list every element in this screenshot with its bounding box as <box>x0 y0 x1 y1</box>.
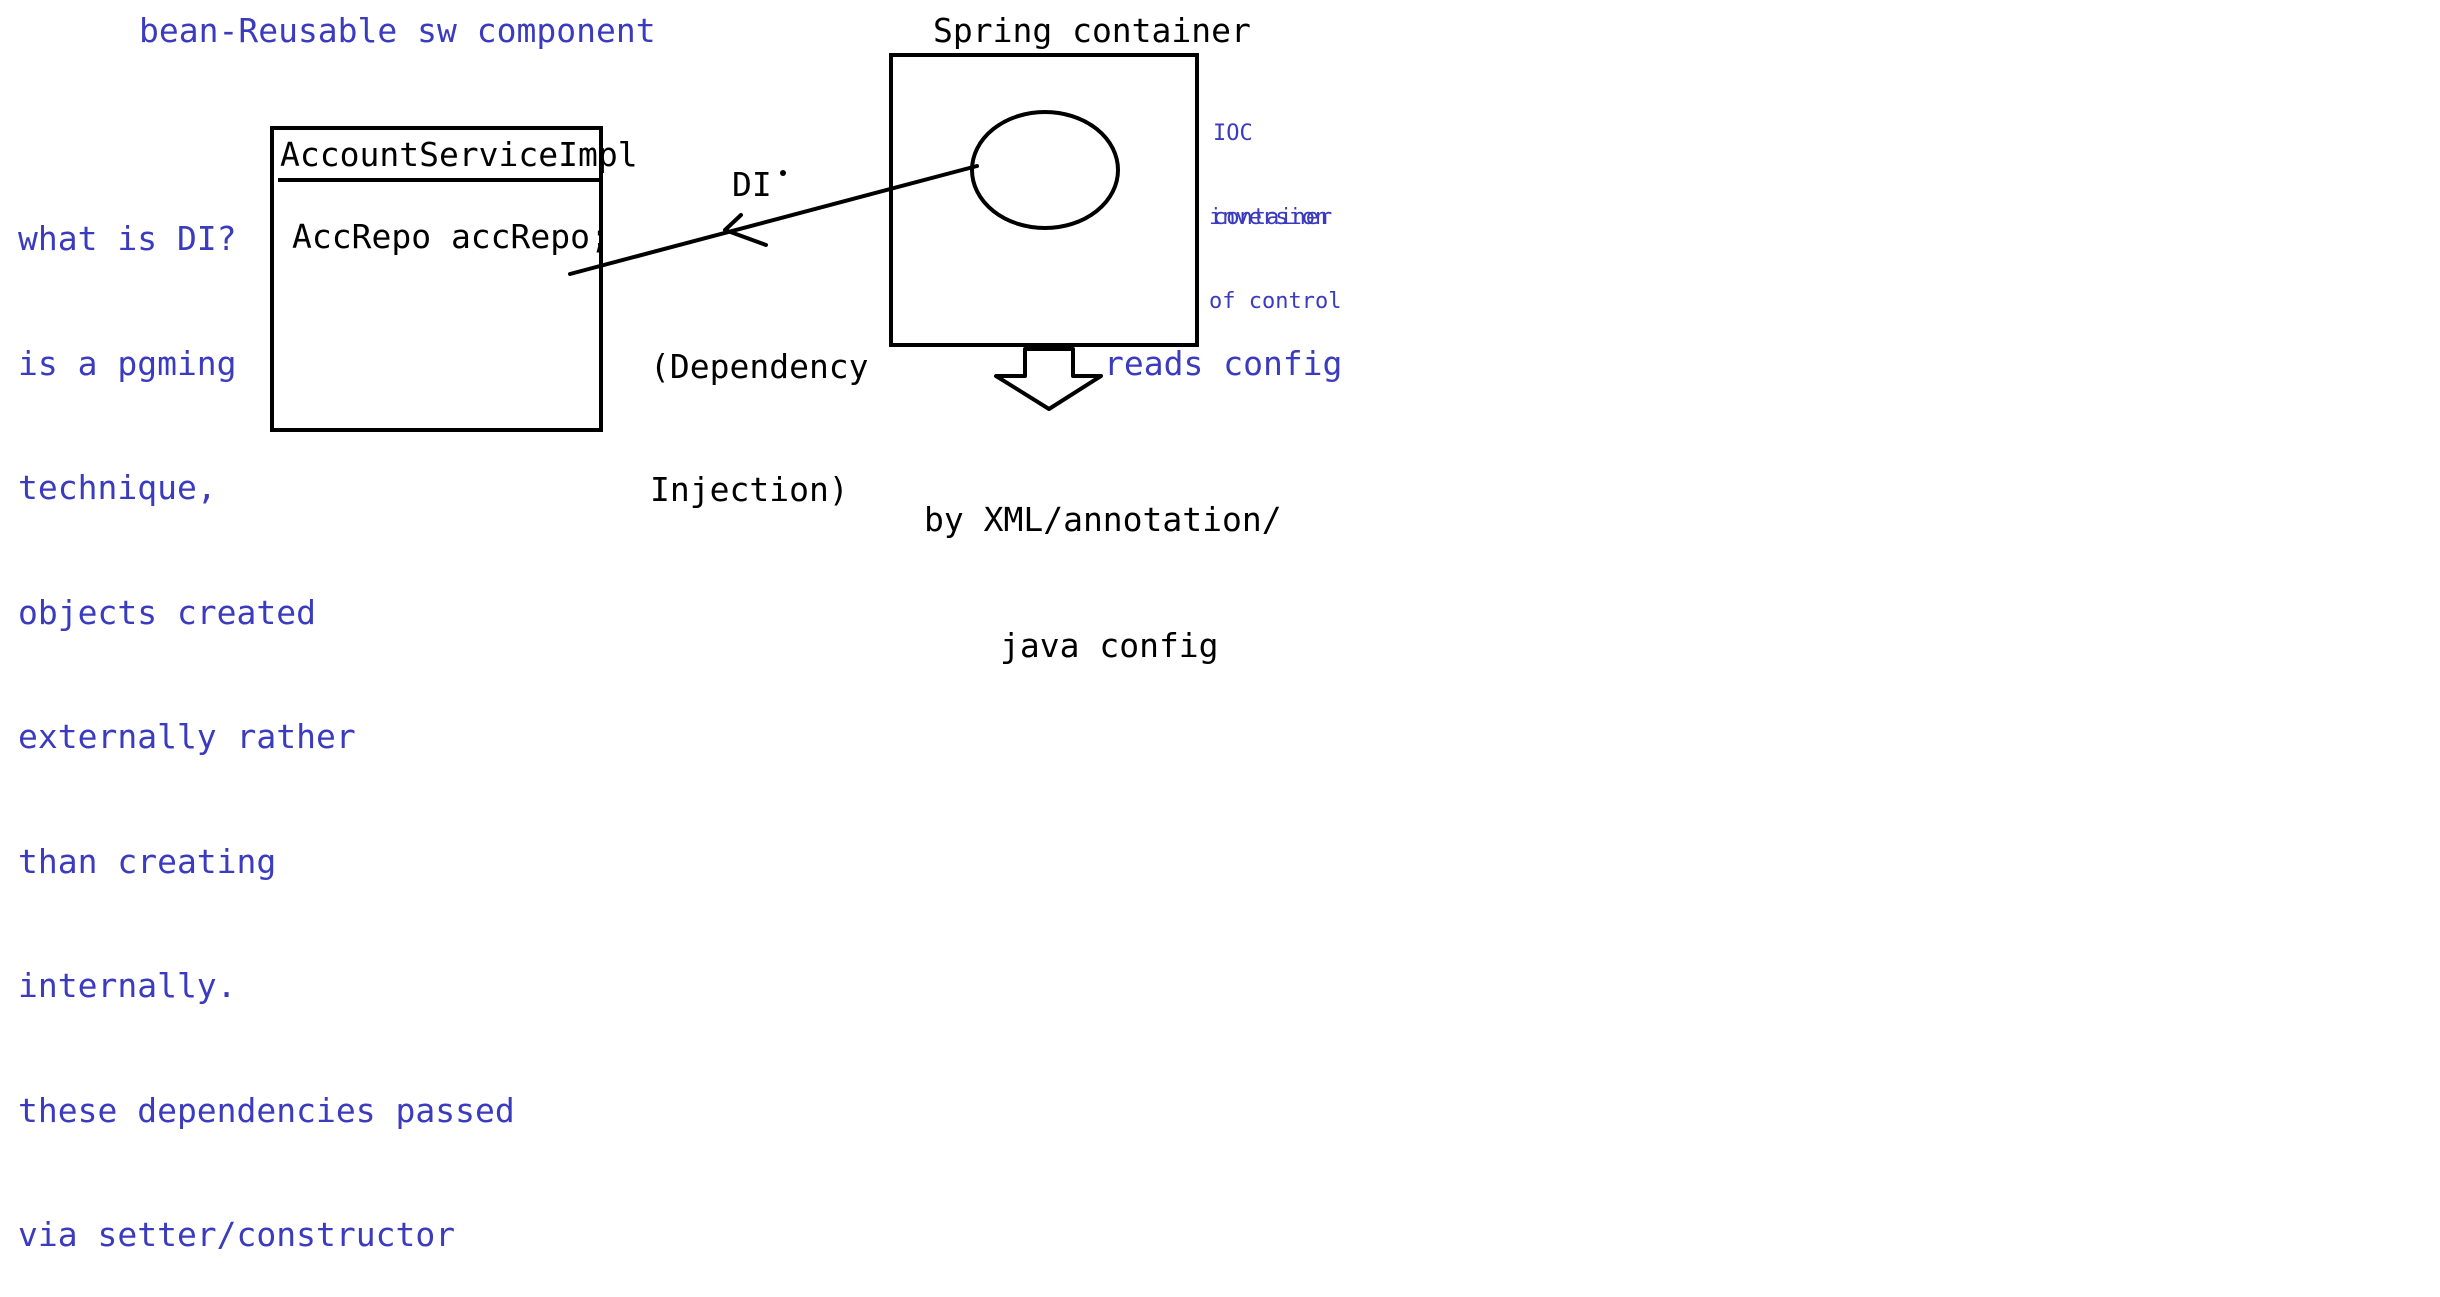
dependency-injection-line: (Dependency <box>650 347 869 386</box>
ioc-container-note: IOC container <box>1213 64 1332 260</box>
spring-container-box <box>889 53 1199 347</box>
reads-config-note: reads config <box>1104 344 1343 383</box>
account-service-impl-box <box>270 126 603 432</box>
inversion-note-line: of control <box>1209 289 1342 314</box>
di-note-line: externally rather <box>18 717 356 756</box>
di-note-line: via setter/constructor <box>18 1215 456 1254</box>
config-source-line: by XML/annotation/ <box>924 500 1282 539</box>
ioc-note-line: container <box>1213 205 1333 230</box>
bean-definition-note: bean-Reusable sw component <box>139 11 656 50</box>
di-note-line: internally. <box>18 966 237 1005</box>
di-note-line: what is DI? <box>18 219 237 258</box>
di-note-line: technique, <box>18 468 217 507</box>
dependency-injection-line: Injection) <box>650 470 849 509</box>
di-note-line: than creating <box>18 841 277 881</box>
di-dot-mark <box>780 170 786 176</box>
inversion-of-control-note: inversion of control <box>1209 148 1341 344</box>
class-box-divider <box>278 178 600 182</box>
diagram-drawings <box>568 110 1120 411</box>
reads-config-down-arrow <box>994 347 1103 411</box>
di-note-line: is a pgming <box>18 343 237 383</box>
dependency-injection-label: (Dependency Injection) <box>650 264 869 551</box>
injection-arrow-line <box>568 164 979 276</box>
bean-object-ellipse <box>970 110 1120 230</box>
config-source-line: java config <box>1000 626 1219 665</box>
di-arrow-label: DI <box>732 165 772 204</box>
spring-container-title: Spring container <box>933 11 1251 50</box>
injection-arrowhead <box>723 213 768 247</box>
ioc-note-line: IOC <box>1213 121 1253 146</box>
di-note-line: these dependencies passed <box>18 1090 515 1130</box>
di-note-line: objects created <box>18 592 317 632</box>
class-box-title: AccountServiceImpl <box>280 135 638 174</box>
inversion-note-line: inversion <box>1209 205 1329 230</box>
config-source-label: by XML/annotation/ java config <box>924 415 1282 709</box>
class-box-field: AccRepo accRepo; <box>292 217 610 256</box>
